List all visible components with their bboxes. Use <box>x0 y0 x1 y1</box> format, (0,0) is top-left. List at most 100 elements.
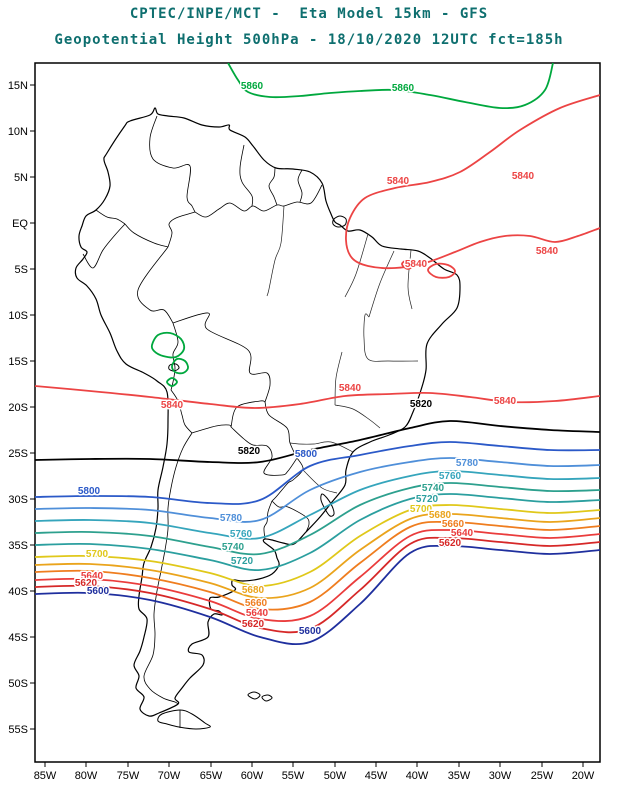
contour-5700 <box>35 504 600 587</box>
contour-line-5640 <box>35 529 600 622</box>
contour-label-5620: 5620 <box>75 578 98 589</box>
contour-5820 <box>35 420 600 464</box>
contour-label-5600: 5600 <box>299 626 322 637</box>
lon-label: 65W <box>200 770 223 782</box>
contour-label-5860: 5860 <box>392 83 415 94</box>
lon-label: 30W <box>489 770 512 782</box>
island-outline <box>157 709 211 730</box>
state-border <box>266 205 285 297</box>
lon-label: 70W <box>158 770 181 782</box>
contour-line-5720 <box>35 493 600 571</box>
contour-label-5800: 5800 <box>78 486 101 497</box>
state-border <box>334 404 381 429</box>
contour-label-5800: 5800 <box>295 449 318 460</box>
contour-line-5700 <box>35 504 600 587</box>
contour-5680 <box>35 513 600 600</box>
lat-label: 10S <box>8 310 28 322</box>
contour-line-5780 <box>35 457 600 523</box>
country-border <box>194 184 323 218</box>
contour-5760 <box>35 470 600 540</box>
contour-line-5820 <box>35 420 600 464</box>
country-border <box>230 426 298 476</box>
contour-label-5840: 5840 <box>387 176 410 187</box>
contour-5620 <box>35 536 600 634</box>
contour-line-5680 <box>35 513 600 600</box>
contour-label-5740: 5740 <box>422 483 445 494</box>
lon-label: 55W <box>282 770 305 782</box>
country-border <box>239 144 254 207</box>
country-border <box>170 389 193 434</box>
lat-label: 15N <box>8 80 28 92</box>
country-border <box>82 223 126 269</box>
country-border <box>172 312 271 403</box>
contour-label-5840: 5840 <box>494 396 517 407</box>
contour-line-5840 <box>35 385 600 409</box>
contour-label-5780: 5780 <box>456 458 479 469</box>
contour-5860 <box>150 63 554 387</box>
lat-label: 30S <box>8 494 28 506</box>
country-border <box>149 115 196 213</box>
contour-label-5640: 5640 <box>81 571 104 582</box>
plot-border <box>34 62 601 763</box>
contour-line-5840 <box>427 262 456 279</box>
contour-label-5760: 5760 <box>230 529 253 540</box>
lat-label: 45S <box>8 632 28 644</box>
country-border <box>264 401 298 459</box>
lon-label: 25W <box>531 770 554 782</box>
island-outline <box>332 215 347 228</box>
country-border <box>271 500 310 533</box>
contour-label-5720: 5720 <box>231 556 254 567</box>
contour-label-5660: 5660 <box>442 519 465 530</box>
contour-line-5860 <box>227 63 554 110</box>
country-border <box>297 169 303 203</box>
state-border <box>407 249 413 310</box>
contour-line-5760 <box>35 470 600 540</box>
contour-5840 <box>35 94 600 409</box>
basemap <box>74 107 461 730</box>
contour-label-5640: 5640 <box>451 528 474 539</box>
state-border <box>363 313 419 362</box>
state-border <box>344 233 369 298</box>
lon-label: 50W <box>324 770 347 782</box>
island-outline <box>247 691 261 700</box>
contour-line-5600 <box>35 544 600 646</box>
contour-label-5700: 5700 <box>410 504 433 515</box>
lat-label: 55S <box>8 724 28 736</box>
contour-5740 <box>35 482 600 556</box>
lon-label: 45W <box>365 770 388 782</box>
coastline-south-america <box>74 107 461 717</box>
chart-title-line2: Geopotential Height 500hPa - 18/10/2020 … <box>54 32 564 48</box>
contour-5640 <box>35 529 600 622</box>
contour-5720 <box>35 493 600 571</box>
lat-label: 20S <box>8 402 28 414</box>
contour-line-5840 <box>345 94 600 270</box>
contour-line-5840 <box>401 259 415 270</box>
country-border <box>167 211 196 248</box>
contour-label-5840: 5840 <box>339 383 362 394</box>
lat-label: 5N <box>14 172 28 184</box>
contour-5800 <box>35 441 600 505</box>
contour-label-5820: 5820 <box>238 446 261 457</box>
contour-line-5860 <box>166 377 178 387</box>
island-outline <box>168 363 180 372</box>
contour-label-5740: 5740 <box>222 542 245 553</box>
contour-label-5680: 5680 <box>429 510 452 521</box>
contour-label-5680: 5680 <box>242 585 265 596</box>
contour-5600 <box>35 544 600 646</box>
contour-line-5660 <box>35 520 600 611</box>
country-border <box>230 400 266 428</box>
country-border <box>143 432 193 705</box>
contour-5780 <box>35 457 600 523</box>
contour-label-5820: 5820 <box>410 399 433 410</box>
contour-label-5660: 5660 <box>245 598 268 609</box>
country-border <box>95 209 126 225</box>
contour-label-5860: 5860 <box>241 81 264 92</box>
lat-label: 50S <box>8 678 28 690</box>
contour-labels: 5860 5860 5840 5840 5840 5840 5840 5840 5840 5820… <box>73 80 560 639</box>
lat-label: 15S <box>8 356 28 368</box>
country-border <box>271 457 304 502</box>
country-border <box>191 424 232 434</box>
state-border <box>334 351 343 406</box>
lon-label: 20W <box>572 770 595 782</box>
contour-5660 <box>35 520 600 611</box>
